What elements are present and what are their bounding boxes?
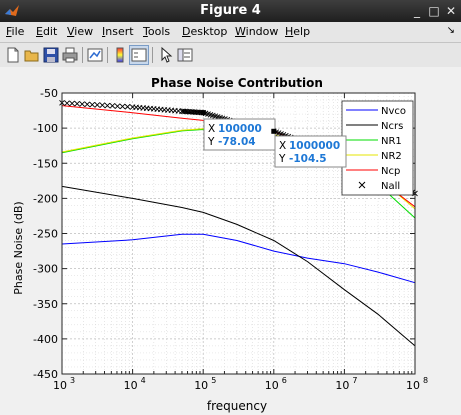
x-tick-label: 10 bbox=[265, 379, 279, 392]
data-point-nall bbox=[64, 100, 70, 106]
colorbar-icon[interactable] bbox=[111, 46, 129, 64]
datatip-y-value: -78.04 bbox=[218, 136, 256, 148]
datatip-x-label: X bbox=[208, 123, 215, 135]
datatip-x-value: 100000 bbox=[218, 123, 262, 135]
link-plot-icon[interactable] bbox=[86, 46, 104, 64]
legend-label-nvco: Nvco bbox=[381, 106, 406, 117]
datatip-box bbox=[203, 118, 276, 151]
x-tick-label: 10 bbox=[406, 379, 420, 392]
property-editor-icon[interactable] bbox=[176, 46, 194, 64]
print-icon[interactable] bbox=[61, 46, 79, 64]
close-icon[interactable]: ✕ bbox=[445, 4, 457, 18]
menu-window[interactable]: Window bbox=[235, 25, 279, 38]
data-point-nall bbox=[99, 102, 106, 109]
y-tick-label: -200 bbox=[33, 192, 58, 205]
save-icon[interactable] bbox=[42, 46, 60, 64]
series-line-ncrs bbox=[61, 185, 416, 347]
chart-title: Phase Noise Contribution bbox=[151, 76, 323, 90]
x-tick-label: 10 bbox=[124, 379, 138, 392]
data-point-nall bbox=[104, 102, 111, 109]
minimize-icon[interactable]: _ bbox=[414, 4, 420, 18]
datatip-y-value: -104.5 bbox=[289, 153, 327, 165]
data-point-nall bbox=[119, 103, 126, 110]
new-figure-icon[interactable] bbox=[4, 46, 22, 64]
menu-edit[interactable]: Edit bbox=[36, 25, 58, 38]
y-axis-label: Phase Noise (dB) bbox=[12, 201, 25, 294]
data-point-nall bbox=[109, 103, 116, 109]
toolbar bbox=[0, 42, 461, 68]
y-tick-label: -300 bbox=[33, 263, 58, 276]
datatip-x-value: 1000000 bbox=[289, 140, 340, 152]
legend-label-ncp: Ncp bbox=[381, 166, 400, 177]
x-tick-label: 10 bbox=[194, 379, 208, 392]
datatip-y-label: Y bbox=[278, 153, 286, 165]
menu-help[interactable]: Help bbox=[285, 25, 311, 38]
x-axis-label: frequency bbox=[207, 399, 267, 413]
datatip-y-label: Y bbox=[207, 136, 215, 148]
maximize-icon[interactable]: □ bbox=[428, 4, 440, 18]
y-tick-label: -450 bbox=[33, 368, 58, 381]
y-tick-label: -350 bbox=[33, 298, 58, 311]
legend-label-nr2: NR2 bbox=[381, 151, 402, 162]
toolbar-separator bbox=[107, 47, 108, 63]
datatip-anchor-marker bbox=[200, 110, 206, 116]
legend-icon[interactable] bbox=[129, 45, 149, 65]
figure-area: 10 3 10 4 10 5 10 6 10 7 10 8 -50 -100 -150 -200 -250 -30… bbox=[0, 67, 461, 415]
data-point-nall bbox=[114, 103, 121, 109]
matlab-logo-icon bbox=[5, 5, 19, 16]
legend-marker-nall bbox=[358, 181, 366, 189]
open-file-icon[interactable] bbox=[23, 46, 41, 64]
toolbar-separator bbox=[82, 47, 83, 63]
x-tick-exponent: 3 bbox=[70, 376, 75, 385]
menu-insert[interactable]: Insert bbox=[102, 25, 134, 38]
x-tick-exponent: 8 bbox=[423, 376, 428, 385]
data-point-nall bbox=[74, 100, 80, 107]
legend-label-nr1: NR1 bbox=[381, 136, 402, 147]
menu-view[interactable]: View bbox=[67, 25, 94, 38]
menu-file[interactable]: File bbox=[6, 25, 25, 38]
x-tick-label: 10 bbox=[335, 379, 349, 392]
menu-bar: File Edit View Insert Tools Desktop Wind… bbox=[0, 22, 461, 42]
x-tick-exponent: 5 bbox=[211, 376, 216, 385]
menu-tools[interactable]: Tools bbox=[143, 25, 171, 38]
datatip-anchor-marker bbox=[271, 128, 277, 134]
series-line-nvco bbox=[61, 233, 416, 284]
legend-label-ncrs: Ncrs bbox=[381, 121, 403, 132]
phase-noise-chart[interactable]: 10 3 10 4 10 5 10 6 10 7 10 8-50-100-150-200-250-30… bbox=[0, 67, 461, 415]
title-bar[interactable]: Figure 4 _ □ ✕ bbox=[0, 0, 461, 22]
x-tick-exponent: 6 bbox=[282, 376, 287, 385]
data-point-nall bbox=[94, 102, 101, 108]
pointer-icon[interactable] bbox=[157, 46, 175, 64]
data-point-nall bbox=[79, 101, 85, 107]
data-point-nall bbox=[69, 100, 75, 107]
toolbar-separator bbox=[152, 47, 153, 63]
y-tick-label: -100 bbox=[33, 122, 58, 135]
data-point-nall bbox=[124, 103, 131, 110]
menu-desktop[interactable]: Desktop bbox=[182, 25, 228, 38]
y-tick-label: -400 bbox=[33, 333, 58, 346]
datatip-x-label: X bbox=[279, 140, 286, 152]
datatip-box bbox=[274, 135, 347, 168]
x-tick-exponent: 7 bbox=[352, 376, 357, 385]
x-tick-label: 10 bbox=[53, 379, 67, 392]
y-tick-label: -150 bbox=[33, 157, 58, 170]
x-tick-exponent: 4 bbox=[141, 376, 146, 385]
y-tick-label: -250 bbox=[33, 228, 58, 241]
menu-overflow-icon[interactable]: ↘ bbox=[446, 25, 455, 36]
data-point-nall bbox=[89, 101, 96, 108]
series-ncrs bbox=[61, 185, 416, 347]
series-nvco bbox=[61, 233, 416, 284]
window-title: Figure 4 bbox=[200, 3, 261, 18]
y-tick-label: -50 bbox=[40, 87, 58, 100]
legend-label-nall: Nall bbox=[381, 181, 400, 192]
data-point-nall bbox=[84, 101, 91, 108]
